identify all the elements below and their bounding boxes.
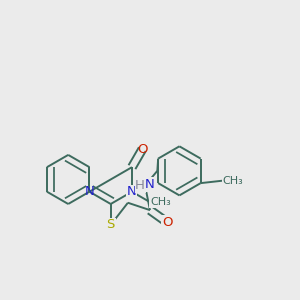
Text: S: S [106, 218, 115, 231]
Text: CH₃: CH₃ [223, 176, 244, 186]
Text: O: O [162, 216, 172, 229]
Text: N: N [85, 185, 94, 198]
Text: N: N [127, 185, 137, 198]
Text: O: O [137, 142, 148, 156]
Text: CH₃: CH₃ [150, 197, 171, 207]
Text: N: N [144, 178, 154, 191]
Text: H: H [135, 179, 145, 192]
